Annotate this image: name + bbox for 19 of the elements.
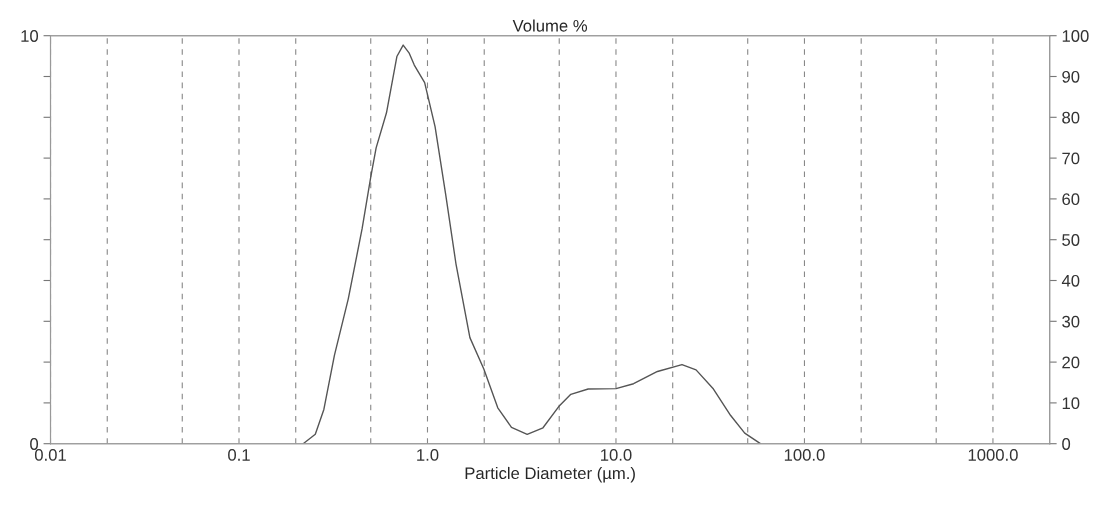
y2-tick-label: 40 bbox=[1061, 274, 1080, 287]
x-tick-label: 0.1 bbox=[228, 449, 250, 461]
y2-tick-label: 100 bbox=[1062, 30, 1089, 42]
x-tick-label: 100.0 bbox=[784, 449, 825, 461]
y2-tick-label: 10 bbox=[1062, 397, 1080, 410]
chart-title: Volume % bbox=[512, 19, 588, 32]
y2-tick-label: 0 bbox=[1062, 438, 1071, 450]
x-axis-title: Particle Diameter (µm.) bbox=[465, 466, 635, 483]
y2-tick-label: 50 bbox=[1062, 234, 1080, 246]
x-tick-label: 0.01 bbox=[34, 449, 66, 461]
x-tick-label: 10.0 bbox=[601, 449, 632, 461]
x-tick-label: 1.0 bbox=[417, 449, 439, 461]
y2-tick-label: 70 bbox=[1062, 152, 1080, 165]
x-tick-label: 1000.0 bbox=[968, 449, 1018, 461]
y2-tick-label: 60 bbox=[1062, 193, 1080, 206]
y2-tick-label: 90 bbox=[1062, 70, 1080, 83]
y2-tick-label: 30 bbox=[1062, 315, 1080, 328]
y2-tick-label: 20 bbox=[1062, 356, 1080, 369]
y2-tick-label: 80 bbox=[1062, 111, 1080, 124]
